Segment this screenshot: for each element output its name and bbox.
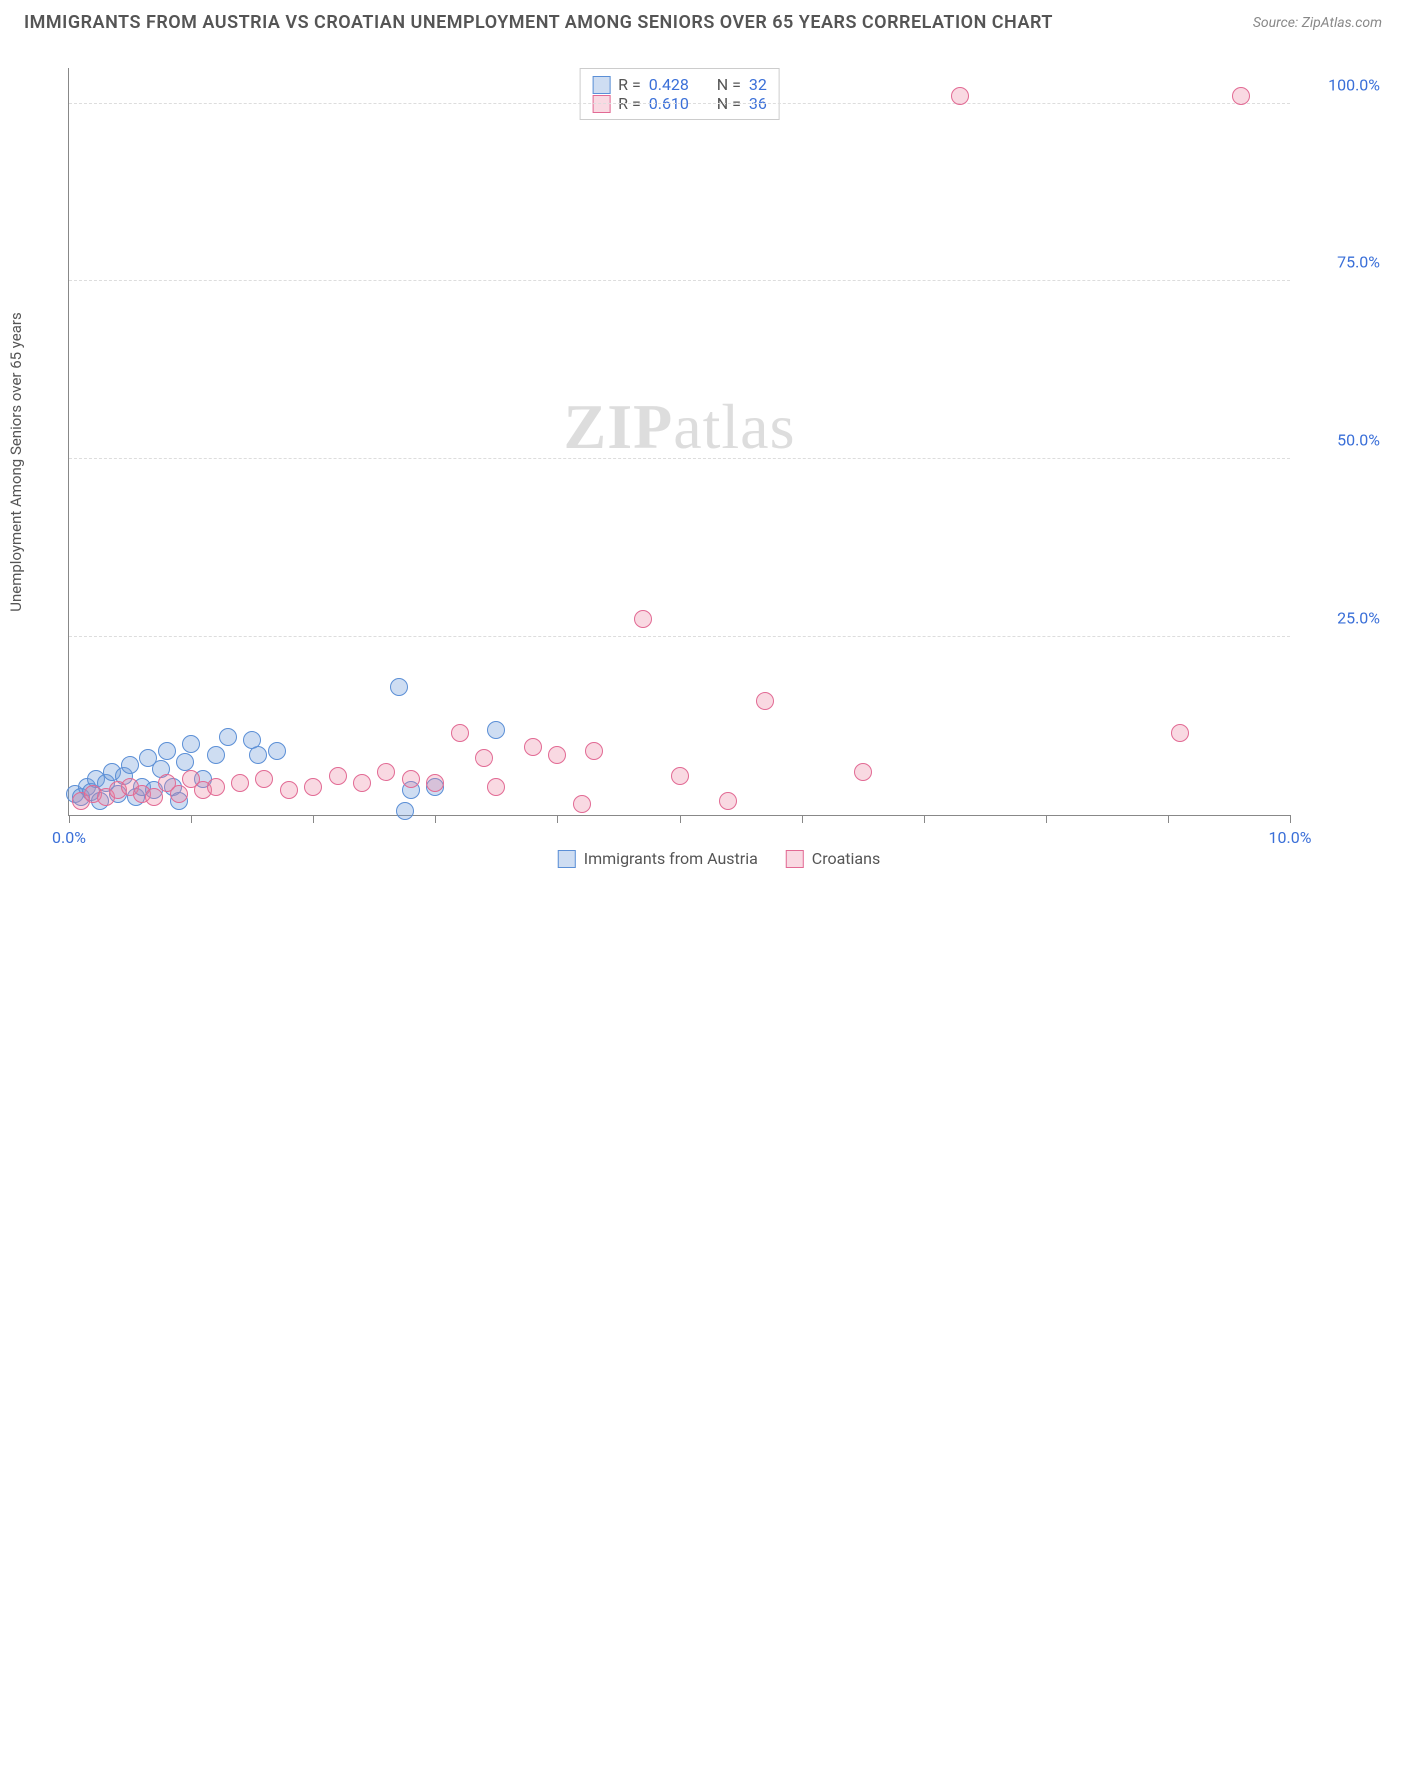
y-tick-label: 100.0% [1328,75,1380,94]
data-point [176,753,194,771]
data-point [719,792,737,810]
data-point [671,767,689,785]
trend-lines [69,68,1290,1784]
data-point [329,767,347,785]
legend-label: Croatians [812,849,880,868]
y-tick-label: 50.0% [1337,431,1380,450]
x-tick [69,815,70,823]
grid-line [69,458,1290,459]
y-axis-label: Unemployment Among Seniors over 65 years [7,312,25,611]
data-point [231,774,249,792]
data-point [170,785,188,803]
data-point [756,692,774,710]
legend-label: Immigrants from Austria [584,849,758,868]
data-point [268,742,286,760]
data-point [585,742,603,760]
data-point [854,763,872,781]
x-tick [924,815,925,823]
data-point [390,678,408,696]
source-attribution: Source: ZipAtlas.com [1253,15,1382,31]
data-point [280,781,298,799]
data-point [255,770,273,788]
data-point [207,746,225,764]
data-point [487,721,505,739]
data-point [475,749,493,767]
data-point [182,735,200,753]
y-tick-label: 75.0% [1337,253,1380,272]
data-point [426,774,444,792]
data-point [249,746,267,764]
data-point [396,802,414,820]
data-point [304,778,322,796]
data-point [548,746,566,764]
x-tick [435,815,436,823]
x-tick [313,815,314,823]
y-tick-label: 25.0% [1337,609,1380,628]
data-point [451,724,469,742]
data-point [121,756,139,774]
grid-line [69,280,1290,281]
x-tick [1290,815,1291,823]
data-point [402,770,420,788]
stats-legend: R =0.428N =32R =0.610N =36 [579,68,780,120]
chart-container: Unemployment Among Seniors over 65 years… [48,48,1390,876]
grid-line [69,636,1290,637]
legend-swatch [558,850,576,868]
x-tick-label: 0.0% [52,828,86,847]
data-point [207,778,225,796]
x-tick [802,815,803,823]
watermark-text: ZIPatlas [564,390,796,464]
data-point [145,788,163,806]
data-point [524,738,542,756]
scatter-plot: ZIPatlas R =0.428N =32R =0.610N =36 25.0… [68,68,1290,816]
x-tick [1046,815,1047,823]
data-point [573,795,591,813]
data-point [1171,724,1189,742]
x-tick-label: 10.0% [1269,828,1312,847]
data-point [158,742,176,760]
grid-line [69,103,1290,104]
data-point [377,763,395,781]
stats-legend-row: R =0.428N =32 [592,75,767,94]
data-point [353,774,371,792]
legend-item: Croatians [786,849,880,868]
x-tick [191,815,192,823]
x-tick [680,815,681,823]
x-tick [557,815,558,823]
data-point [951,87,969,105]
data-point [487,778,505,796]
data-point [219,728,237,746]
data-point [1232,87,1250,105]
legend-swatch [786,850,804,868]
series-legend: Immigrants from Austria Croatians [558,849,880,868]
data-point [634,610,652,628]
legend-swatch [592,76,610,94]
legend-item: Immigrants from Austria [558,849,758,868]
chart-title: IMMIGRANTS FROM AUSTRIA VS CROATIAN UNEM… [24,12,1053,33]
x-tick [1168,815,1169,823]
